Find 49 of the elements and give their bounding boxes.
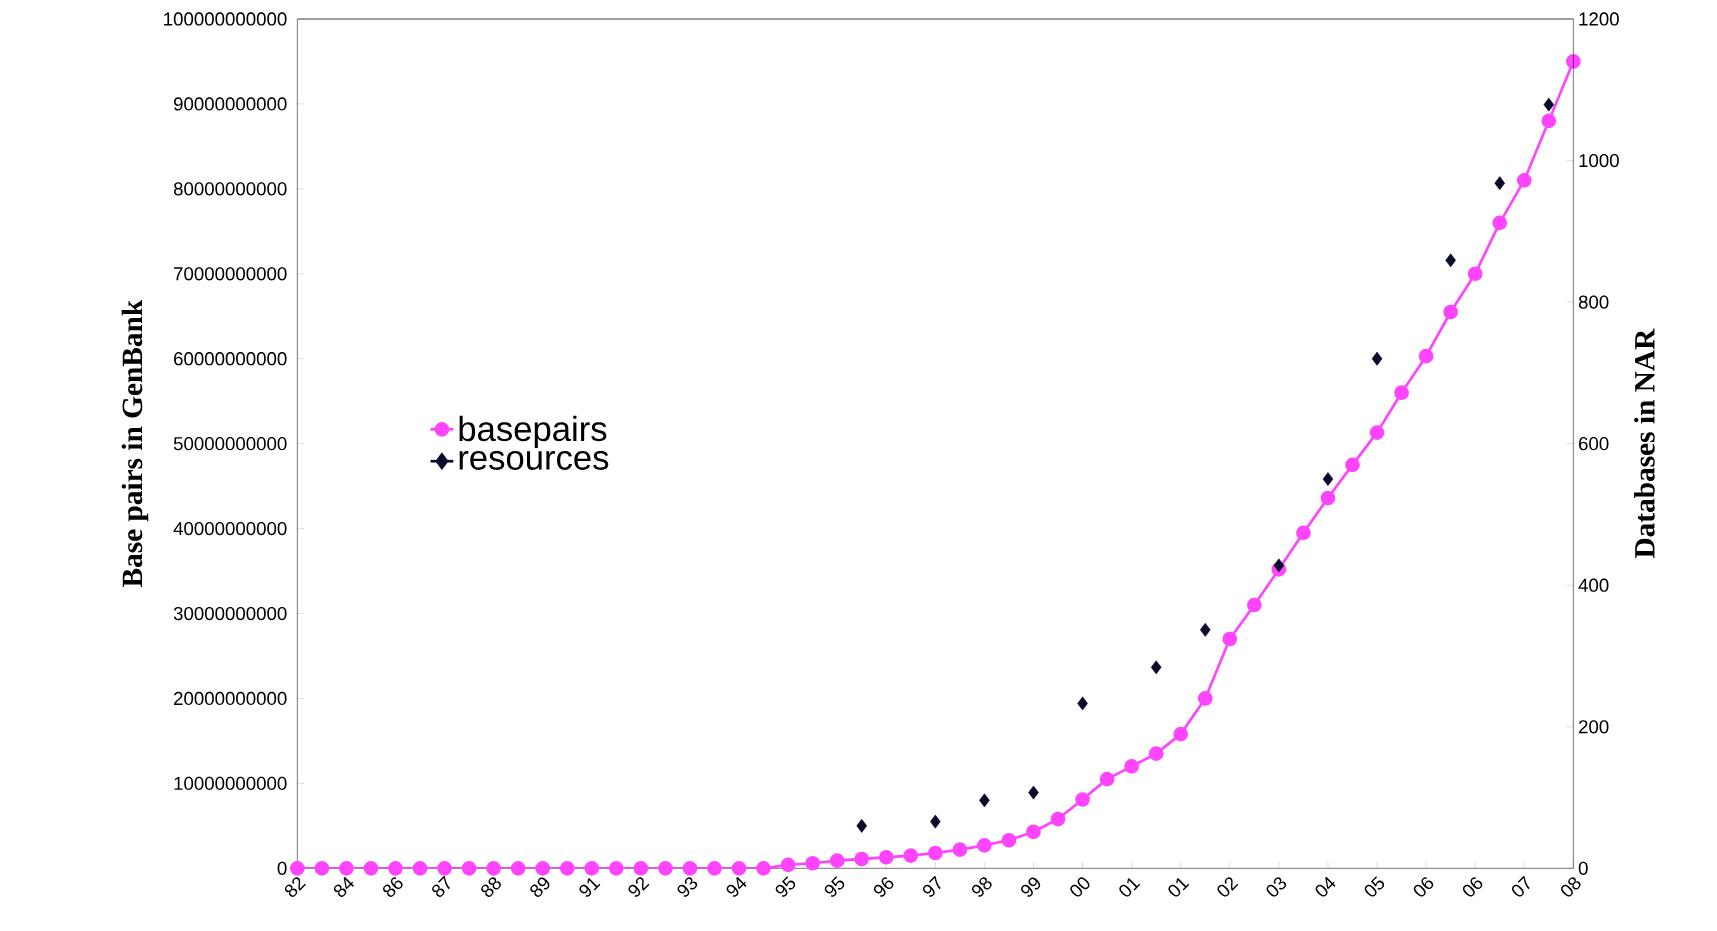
legend-label: resources: [459, 450, 609, 470]
y2-tick-label: 200: [1579, 720, 1609, 734]
y-axis-title: Base pairs in GenBank: [121, 299, 149, 588]
y2-tick-label: 400: [1578, 578, 1609, 592]
y-tick-label: 90000000000: [173, 97, 287, 111]
x-tick-label: 02: [1217, 877, 1239, 897]
y2-tick-label: 600: [1579, 437, 1609, 451]
x-tick-label: 95: [775, 876, 796, 897]
x-tick-label: 06: [1462, 877, 1483, 897]
y2-tick-label: 0: [1578, 861, 1588, 875]
x-tick-label: 07: [1511, 875, 1530, 897]
x-tick-label: 08: [1561, 877, 1581, 897]
y-tick-label: 60000000000: [174, 352, 287, 366]
x-tick-label: 82: [284, 877, 306, 897]
y2-tick-label: 800: [1578, 295, 1609, 309]
x-tick-label: 93: [677, 877, 698, 897]
x-tick-label: 95: [824, 876, 845, 897]
x-tick-label: 87: [432, 875, 450, 897]
x-tick-label: 01: [1168, 877, 1190, 897]
x-tick-label: 96: [873, 877, 894, 897]
x-tick-label: 94: [726, 876, 747, 897]
y-tick-label: 10000000000: [174, 776, 287, 790]
y2-tick-label: 1000: [1579, 153, 1619, 168]
x-tick-label: 97: [922, 875, 941, 897]
y-tick-label: 0: [277, 861, 287, 875]
y-tick-label: 70000000000: [174, 267, 287, 281]
x-tick-label: 86: [383, 877, 403, 897]
x-tick-label: 84: [333, 876, 354, 897]
legend-label: basepairs: [459, 415, 607, 449]
y-tick-label: 20000000000: [174, 691, 287, 706]
x-tick-label: 03: [1266, 877, 1287, 897]
x-tick-label: 92: [628, 877, 650, 897]
x-tick-label: 99: [1021, 877, 1041, 897]
y2-tick-label: 1200: [1579, 12, 1619, 26]
y-tick-label: 80000000000: [173, 182, 287, 196]
y-tick-label: 50000000000: [173, 437, 287, 451]
x-tick-label: 01: [1119, 877, 1141, 897]
x-tick-label: 88: [481, 877, 501, 897]
x-tick-label: 89: [530, 877, 550, 897]
x-tick-label: 91: [579, 877, 601, 897]
y-tick-label: 30000000000: [173, 606, 287, 621]
y-tick-label: 100000000000: [164, 12, 287, 26]
x-tick-label: 04: [1315, 876, 1336, 897]
x-tick-label: 00: [1070, 877, 1090, 897]
x-tick-label: 98: [971, 877, 992, 897]
y-tick-label: 40000000000: [173, 521, 287, 536]
x-tick-label: 06: [1413, 877, 1434, 897]
x-tick-label: 05: [1364, 876, 1385, 897]
y2-axis-title: Databases in NAR: [1634, 328, 1655, 559]
